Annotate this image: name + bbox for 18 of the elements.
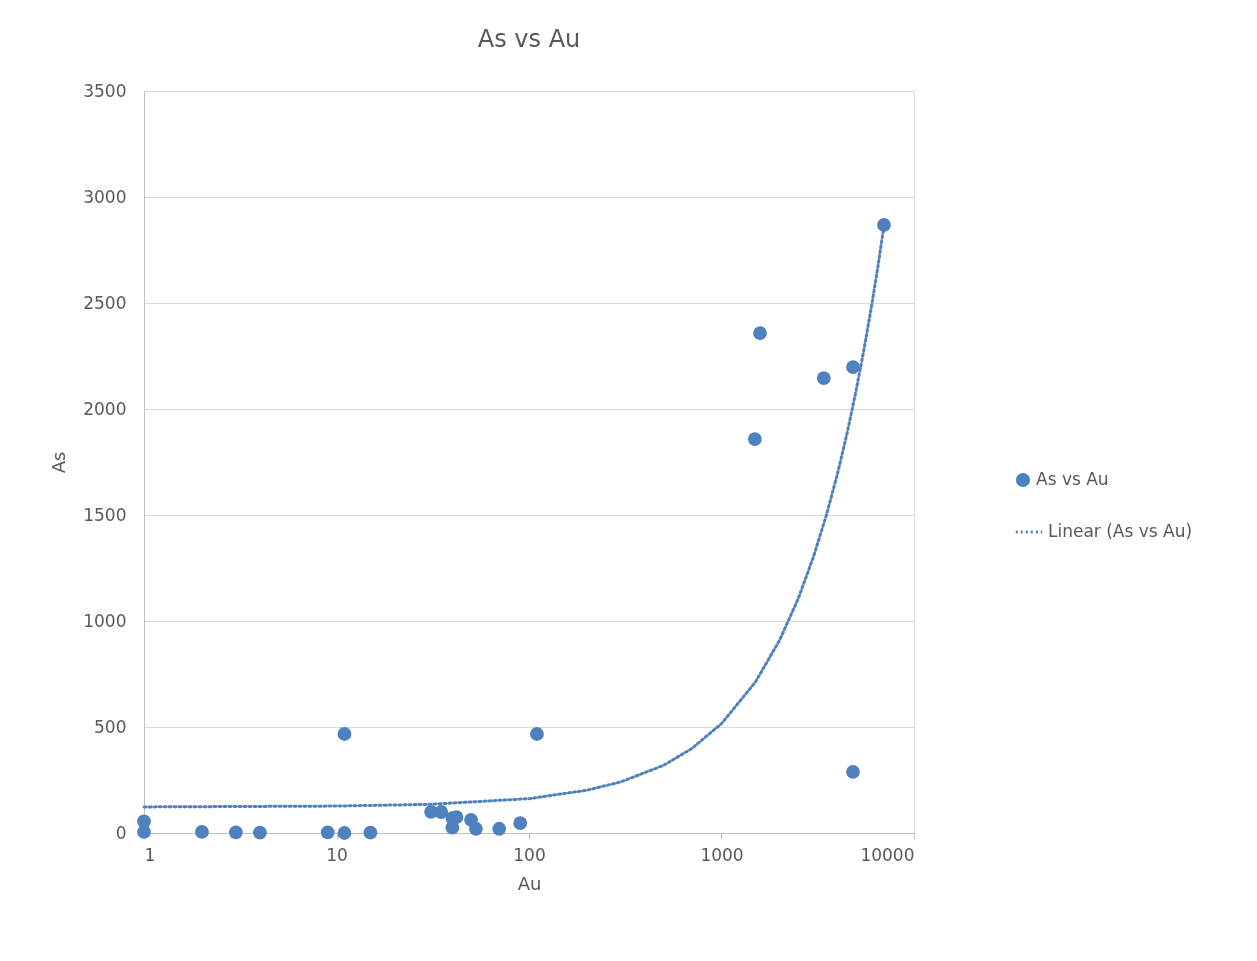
legend-label: As vs Au <box>1036 469 1109 489</box>
y-tick-label: 2500 <box>83 292 127 313</box>
x-tick-label: 10 <box>326 844 348 865</box>
x-tick-label: 10000 <box>860 844 915 865</box>
y-tick-label: 1000 <box>83 610 127 631</box>
x-axis-title: Au <box>517 872 542 894</box>
chart-title: As vs Au <box>477 25 581 53</box>
y-tick-label: 3500 <box>83 80 127 101</box>
y-axis-title: As <box>48 451 70 474</box>
y-tick-label: 1500 <box>83 504 127 525</box>
legend-label: Linear (As vs Au) <box>1048 521 1193 541</box>
y-tick-label: 3000 <box>83 186 127 207</box>
x-tick-label: 100 <box>513 844 546 865</box>
y-tick-label: 2000 <box>83 398 127 419</box>
y-tick-label: 500 <box>94 716 127 737</box>
x-tick-label: 1 <box>144 844 156 865</box>
y-tick-label: 0 <box>115 822 127 843</box>
x-tick-label: 1000 <box>700 844 744 865</box>
